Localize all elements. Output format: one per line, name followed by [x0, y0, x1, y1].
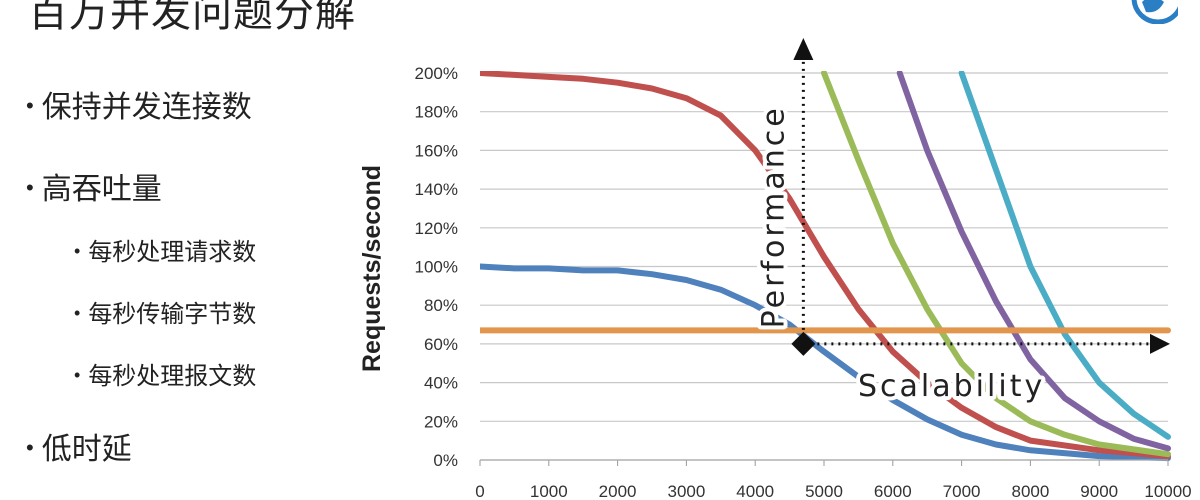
bullet-text: 低时延: [41, 433, 132, 466]
arrow-head-right: [1150, 333, 1170, 354]
bullet-dot-icon: •: [74, 303, 81, 323]
y-tick-label: 0%: [433, 451, 458, 470]
x-tick-label: 2000: [599, 482, 637, 500]
performance-label-halo: Performance: [756, 105, 791, 328]
y-tick-label: 80%: [424, 296, 458, 315]
bullet-list: • 保持并发连接数 • 高吞吐量 • 每秒处理请求数 • 每秒传输字节数 • 每秒处理报文…: [0, 0, 360, 500]
x-tick-label: 8000: [1011, 482, 1049, 500]
y-tick-label: 60%: [424, 335, 458, 354]
sub-bullet-item: • 每秒处理报文数: [74, 356, 256, 391]
bullet-dot-icon: •: [26, 93, 34, 118]
sub-bullet-item: • 每秒处理请求数: [74, 232, 256, 267]
x-tick-label: 5000: [805, 482, 843, 500]
x-tick-label: 1000: [530, 482, 568, 500]
series-line: [480, 263, 1171, 462]
y-tick-label: 200%: [415, 64, 458, 83]
slide-title: 百万并发问题分解: [28, 0, 356, 35]
y-tick-label: 180%: [415, 103, 458, 122]
x-tick-label: 0: [475, 482, 484, 500]
bullet-text: 每秒处理请求数: [88, 239, 257, 266]
y-tick-label: 140%: [415, 180, 458, 199]
bullet-dot-icon: •: [26, 175, 34, 200]
x-tick-label: 7000: [943, 482, 981, 500]
series-line: [821, 71, 1171, 458]
y-tick-label: 40%: [424, 374, 458, 393]
sub-bullet-item: • 每秒传输字节数: [74, 294, 256, 329]
bullet-dot-icon: •: [74, 241, 81, 261]
logo-icon: [1131, 0, 1178, 24]
performance-label: Performance: [756, 105, 791, 328]
series-line: [896, 71, 1171, 452]
y-axis-label: Requests/second: [358, 165, 386, 372]
bullet-text: 保持并发连接数: [41, 91, 252, 124]
x-tick-label: 4000: [736, 482, 774, 500]
bullet-text: 每秒处理报文数: [88, 363, 257, 390]
bullet-dot-icon: •: [74, 365, 81, 385]
y-tick-label: 160%: [415, 141, 458, 160]
y-tick-label: 100%: [415, 258, 458, 277]
x-tick-label: 3000: [667, 482, 705, 500]
bullet-item: • 保持并发连接数: [26, 82, 252, 126]
bullet-text: 每秒传输字节数: [88, 301, 257, 328]
bullet-item: • 低时延: [26, 424, 132, 468]
series-line: [958, 71, 1171, 440]
x-tick-label: 6000: [874, 482, 912, 500]
series-line: [480, 71, 1171, 460]
bullet-dot-icon: •: [26, 435, 34, 460]
scalability-label: Scalability: [858, 369, 1045, 404]
x-tick-label: 10000: [1144, 482, 1191, 500]
bullet-text: 高吞吐量: [41, 173, 162, 206]
y-tick-label: 20%: [424, 412, 458, 431]
x-tick-label: 9000: [1080, 482, 1118, 500]
origin-marker: [791, 331, 816, 356]
y-tick-label: 120%: [415, 219, 458, 238]
arrow-head-up: [793, 38, 814, 60]
bullet-item: • 高吞吐量: [26, 164, 162, 208]
scalability-label-halo: Scalability: [858, 369, 1045, 404]
